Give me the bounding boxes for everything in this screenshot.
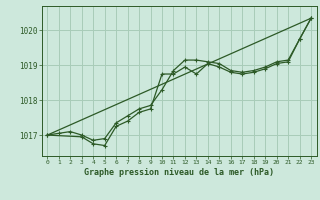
X-axis label: Graphe pression niveau de la mer (hPa): Graphe pression niveau de la mer (hPa)	[84, 168, 274, 177]
